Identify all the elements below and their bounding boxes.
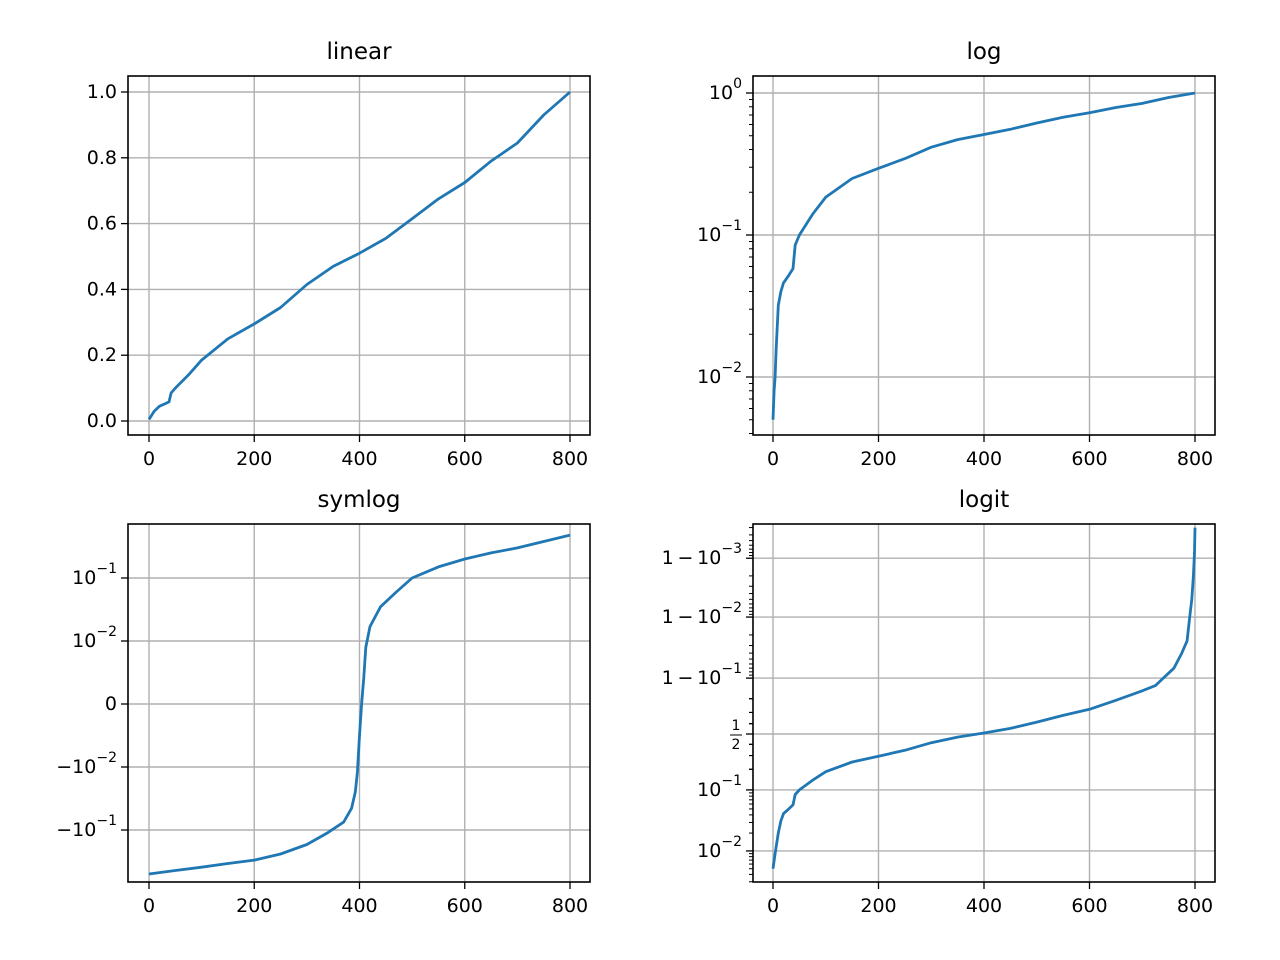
- y-tick-label: 10−1: [697, 218, 742, 246]
- x-axis: 0 200 400 600 800: [143, 882, 588, 917]
- x-tick-label: 200: [236, 448, 272, 470]
- x-tick-label: 600: [447, 448, 483, 470]
- data-line: [771, 91, 1196, 420]
- x-axis: 0 200 400 600 800: [767, 435, 1213, 470]
- y-tick-label: 1 − 10−3: [662, 541, 742, 569]
- y-tick-label: 0.2: [87, 344, 117, 366]
- x-tick-label: 200: [860, 895, 896, 917]
- grid: [128, 76, 590, 435]
- data-line: [771, 527, 1197, 869]
- x-tick-label: 0: [767, 895, 779, 917]
- y-tick-label: 10−1: [72, 561, 117, 589]
- x-tick-label: 400: [341, 895, 377, 917]
- x-tick-label: 0: [767, 448, 779, 470]
- y-tick-label: 0.8: [87, 147, 117, 169]
- y-tick-label: 0: [105, 693, 117, 715]
- data-line: [147, 90, 571, 421]
- subplot-symlog: symlog 0 200 400 600 800 −10−1 −10−2 0 10−2 10−1: [56, 487, 591, 917]
- x-tick-label: 800: [1177, 448, 1213, 470]
- y-tick-label: 10−2: [697, 360, 742, 388]
- x-tick-label: 600: [1071, 895, 1107, 917]
- y-tick-label: −10−2: [56, 750, 117, 778]
- y-tick-label: 1 − 10−1: [662, 661, 742, 689]
- grid: [753, 76, 1215, 435]
- subplot-title: log: [966, 39, 1001, 65]
- x-tick-label: 0: [143, 448, 155, 470]
- subplot-title: linear: [326, 39, 392, 65]
- x-tick-label: 200: [860, 448, 896, 470]
- y-tick-label: 1.0: [87, 81, 117, 103]
- y-axis: 10−2 10−1 100: [697, 76, 753, 388]
- x-tick-label: 400: [341, 448, 377, 470]
- x-tick-label: 200: [236, 895, 272, 917]
- subplot-logit: logit 0 200 400 600 800 10−2 10−1 1 2 1 − 10−1 1 − …: [662, 487, 1216, 917]
- y-tick-label: 0.0: [87, 410, 117, 432]
- x-axis: 0 200 400 600 800: [143, 435, 588, 470]
- y-axis: 10−2 10−1 1 2 1 − 10−1 1 − 10−2 1 − 10−3: [662, 541, 753, 862]
- x-tick-label: 400: [966, 895, 1002, 917]
- subplot-title: logit: [959, 487, 1009, 513]
- y-tick-label: 10−1: [697, 773, 742, 801]
- subplot-log: log 0 200 400 600 800 10−2 10−1 100: [697, 39, 1216, 470]
- x-tick-label: 400: [966, 448, 1002, 470]
- y-axis: 0.0 0.2 0.4 0.6 0.8 1.0: [87, 81, 128, 432]
- x-axis: 0 200 400 600 800: [767, 882, 1213, 917]
- grid: [128, 524, 590, 882]
- y-tick-label-numerator: 1: [732, 718, 741, 734]
- y-tick-label: 1 − 10−2: [662, 600, 742, 628]
- y-tick-label: 0.4: [87, 278, 117, 300]
- x-tick-label: 800: [552, 448, 588, 470]
- y-tick-label: 10−2: [72, 624, 117, 652]
- x-tick-label: 0: [143, 895, 155, 917]
- x-tick-label: 600: [447, 895, 483, 917]
- subplot-linear: linear 0 200 400 600 800 0.0 0.2 0.4 0.6 0.8 1.0: [87, 39, 591, 470]
- y-tick-label: 0.6: [87, 213, 117, 235]
- grid: [753, 524, 1215, 882]
- y-tick-label: 100: [709, 76, 742, 104]
- y-tick-label: 10−2: [697, 834, 742, 862]
- y-tick-label: −10−1: [56, 813, 117, 841]
- y-tick-label-denominator: 2: [732, 737, 741, 753]
- x-tick-label: 800: [1177, 895, 1213, 917]
- x-tick-label: 600: [1071, 448, 1107, 470]
- data-line: [148, 533, 571, 876]
- subplot-title: symlog: [317, 487, 400, 513]
- x-tick-label: 800: [552, 895, 588, 917]
- y-axis: −10−1 −10−2 0 10−2 10−1: [56, 561, 128, 841]
